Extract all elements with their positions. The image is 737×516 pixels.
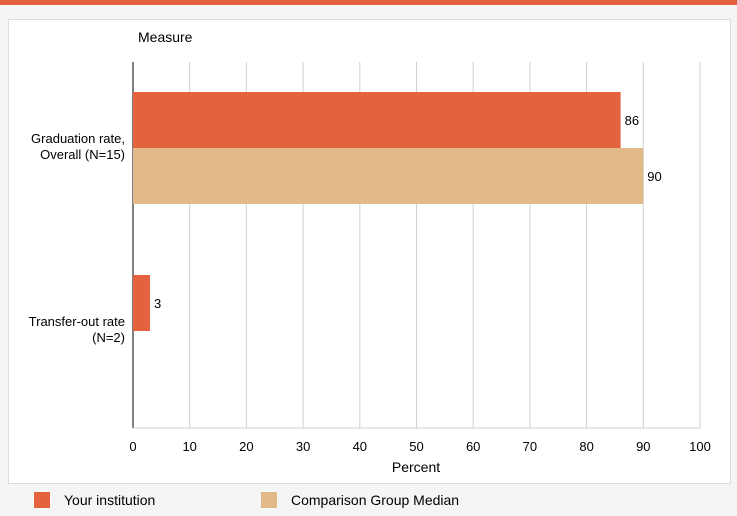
x-tick-label: 30	[296, 439, 310, 454]
legend-item-your-institution: Your institution	[34, 492, 155, 508]
bar	[133, 92, 621, 148]
bar-chart: Measure 86 90 3 Graduation rate, Overall (N…	[29, 29, 711, 475]
bar-value-label: 86	[625, 113, 639, 128]
legend: Your institution Comparison Group Median	[0, 486, 737, 516]
x-axis-ticks: 0 10 20 30 40 50 60 70 80 90 100	[129, 439, 710, 454]
legend-swatch	[34, 492, 50, 508]
category-labels: Graduation rate, Overall (N=15) Transfer-o…	[29, 131, 125, 345]
x-tick-label: 90	[636, 439, 650, 454]
bar-value-label: 90	[647, 169, 661, 184]
category-label: Transfer-out rate (N=2)	[29, 314, 125, 345]
x-axis-title: Percent	[392, 459, 440, 475]
x-tick-label: 0	[129, 439, 136, 454]
bar	[133, 148, 644, 204]
legend-swatch	[261, 492, 277, 508]
bars	[133, 92, 644, 331]
legend-label: Your institution	[64, 492, 156, 508]
legend-label: Comparison Group Median	[291, 492, 460, 508]
x-tick-label: 40	[353, 439, 367, 454]
x-tick-label: 60	[466, 439, 480, 454]
x-tick-label: 80	[579, 439, 593, 454]
category-axis-title: Measure	[138, 29, 193, 45]
legend-item-comparison-median: Comparison Group Median	[261, 492, 459, 508]
x-tick-label: 100	[689, 439, 711, 454]
x-tick-label: 10	[182, 439, 196, 454]
data-labels: 86 90 3	[154, 113, 662, 311]
category-label: Graduation rate, Overall (N=15)	[31, 131, 125, 162]
bar-value-label: 3	[154, 296, 161, 311]
bar	[133, 275, 151, 331]
x-tick-label: 70	[523, 439, 537, 454]
x-tick-label: 50	[409, 439, 423, 454]
x-tick-label: 20	[239, 439, 253, 454]
top-accent-rule	[0, 0, 737, 5]
